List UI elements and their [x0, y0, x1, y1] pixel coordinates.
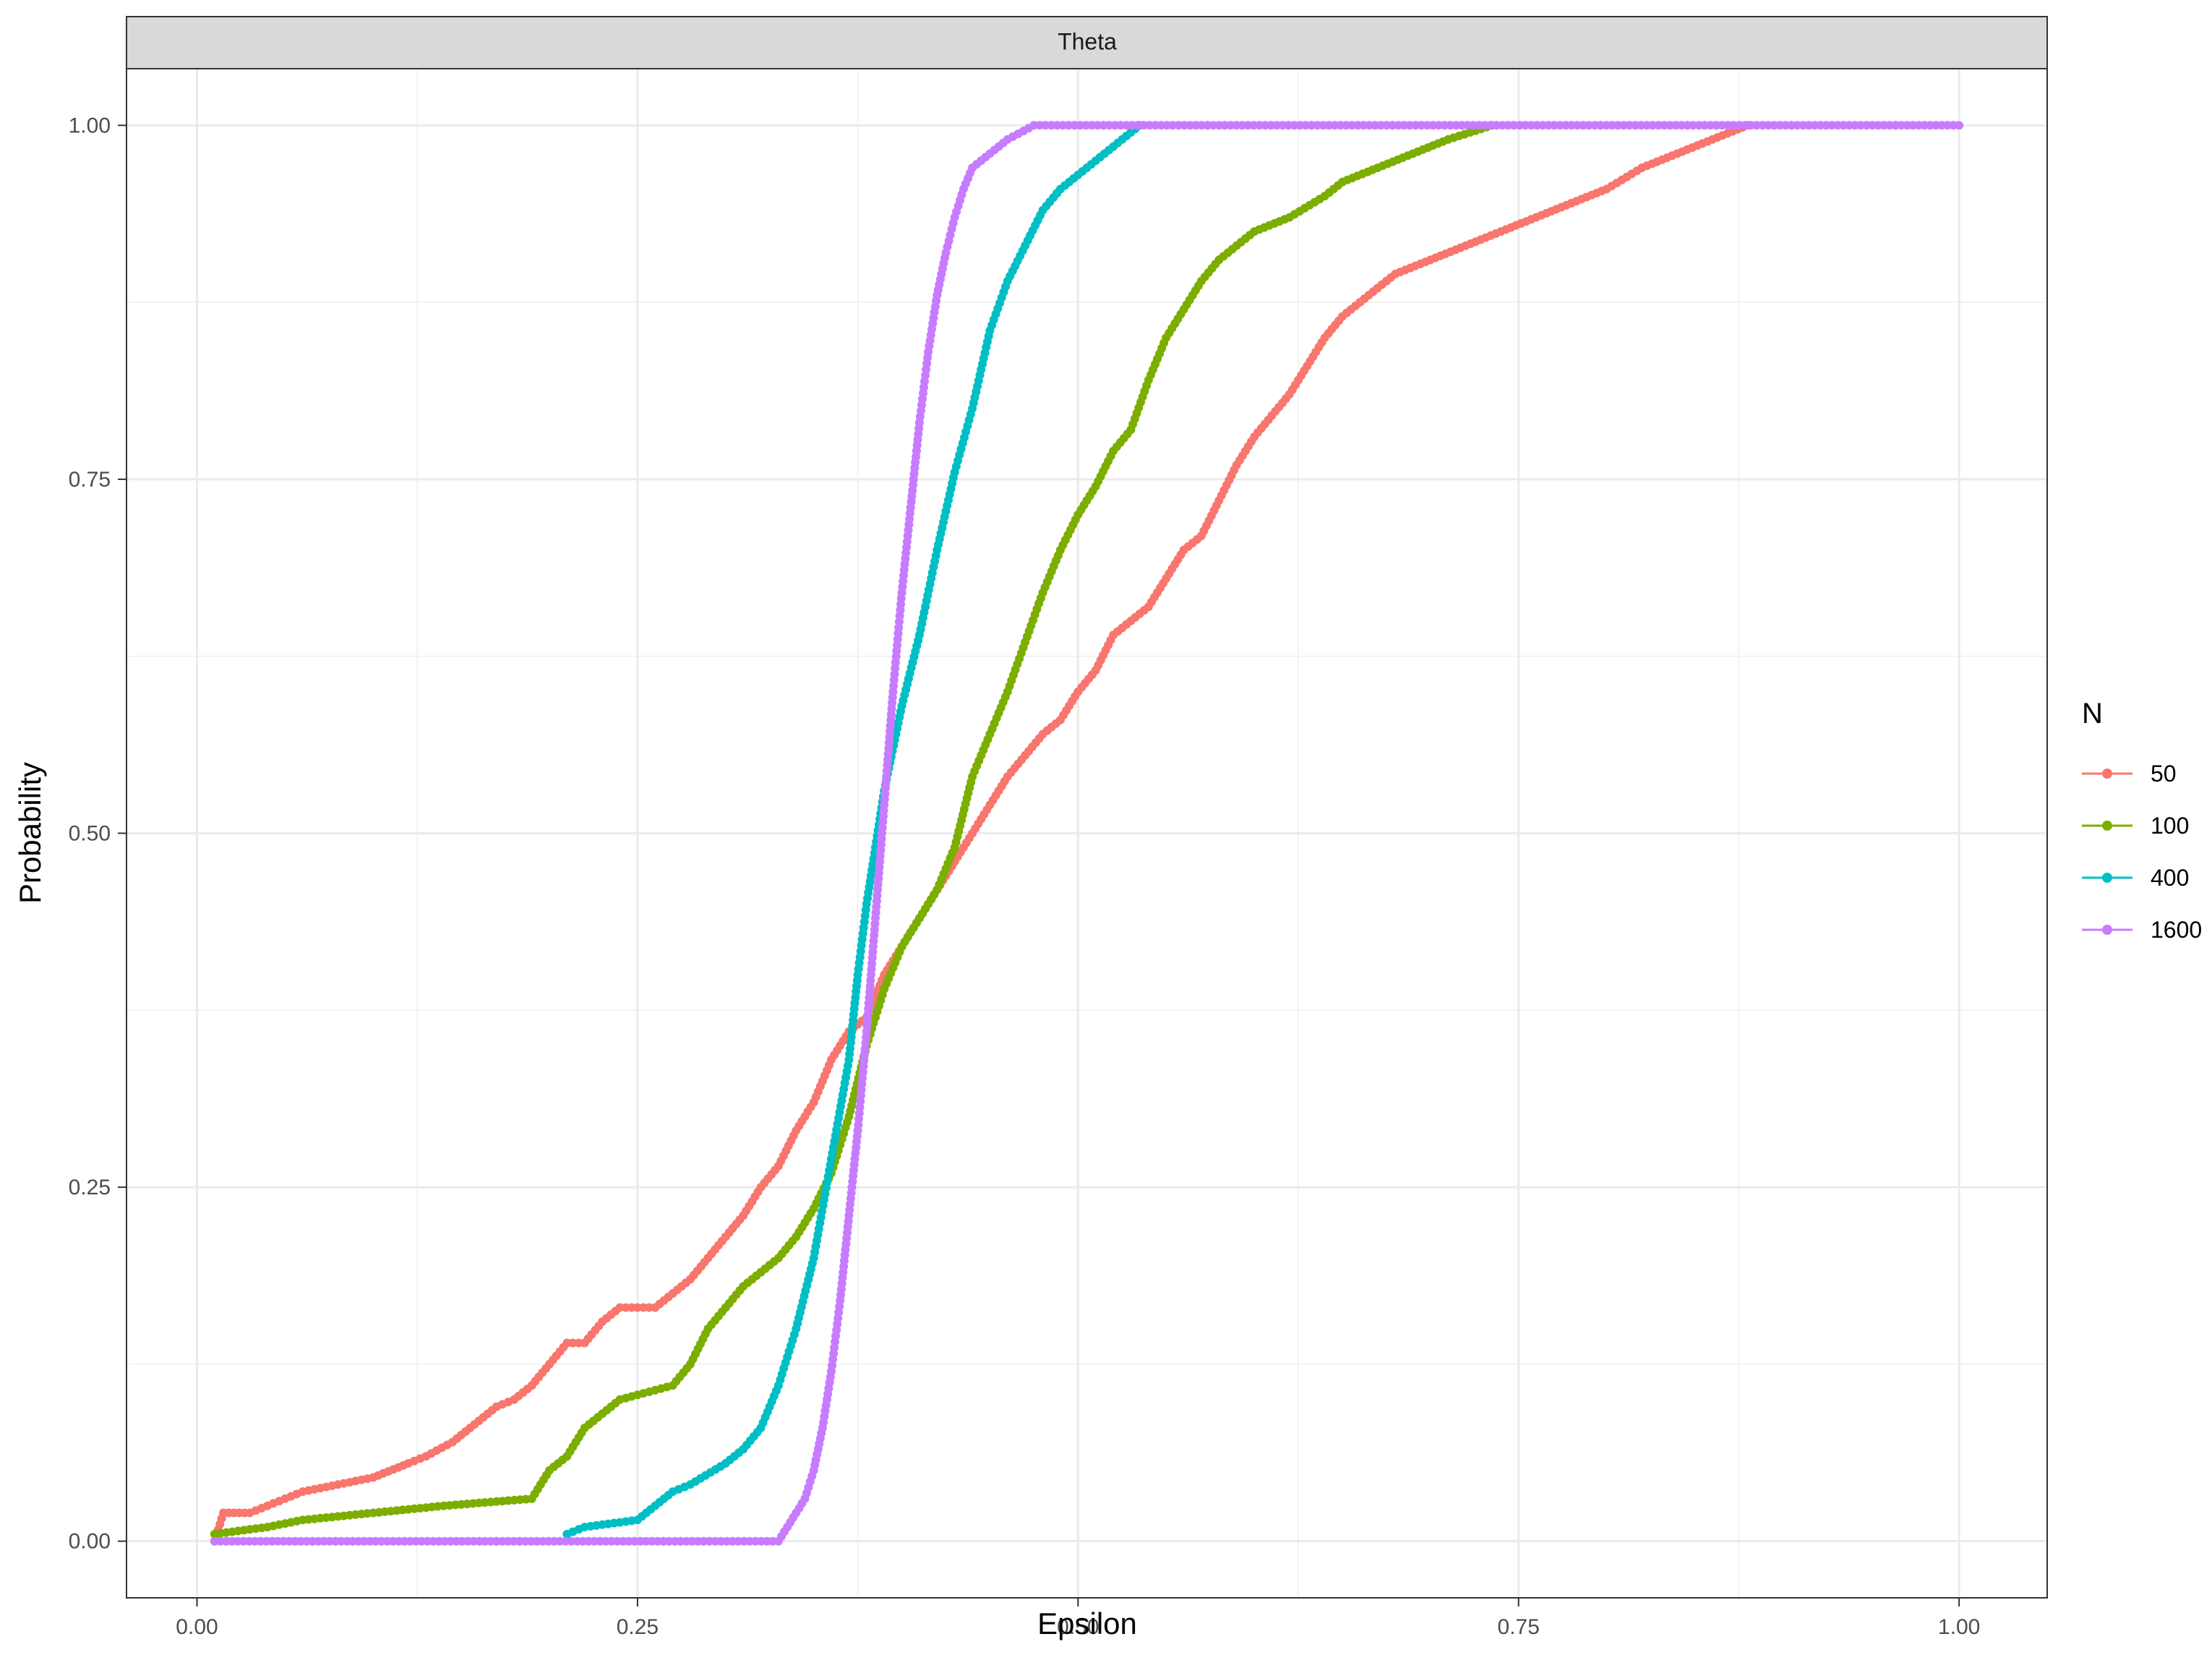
legend-item-50: 50	[2082, 761, 2177, 787]
y-tick-label: 1.00	[69, 114, 111, 137]
legend-key-point	[2102, 821, 2112, 831]
y-tick-label: 0.75	[69, 468, 111, 492]
series-400	[562, 121, 1144, 1539]
x-tick-label: 0.00	[176, 1615, 218, 1639]
facet-label: Theta	[1058, 28, 1117, 54]
legend-label: 400	[2151, 865, 2189, 891]
x-tick-label: 0.50	[1057, 1615, 1099, 1639]
data-point	[615, 1303, 625, 1312]
data-point	[568, 1338, 578, 1348]
legend-label: 1600	[2151, 917, 2202, 943]
legend-key-point	[2102, 925, 2112, 935]
legend-item-100: 100	[2082, 813, 2189, 839]
x-tick-label: 0.75	[1498, 1615, 1540, 1639]
facet-strip: Theta	[126, 16, 2048, 69]
legend-key-point	[2102, 873, 2112, 883]
y-tick-label: 0.00	[69, 1530, 111, 1554]
data-point	[1955, 121, 1964, 130]
series-100	[210, 121, 1497, 1539]
data-point	[639, 1303, 648, 1312]
x-axis-label: Epsilon	[1037, 1606, 1137, 1640]
series-layer	[210, 121, 1964, 1546]
x-tick-label: 1.00	[1938, 1615, 1980, 1639]
axes: 0.00 0.25 0.50 0.75 1.00 0.00 0.25 0.50 0.75 1.00	[69, 114, 1981, 1639]
legend-key-point	[2102, 769, 2112, 779]
x-tick-label: 0.25	[617, 1615, 659, 1639]
legend-label: 50	[2151, 761, 2177, 787]
y-tick-label: 0.50	[69, 822, 111, 846]
series-1600	[210, 121, 1964, 1546]
legend: N 50 100 400 1600	[2082, 698, 2202, 943]
legend-title: N	[2082, 698, 2103, 730]
legend-label: 100	[2151, 813, 2189, 839]
legend-item-1600: 1600	[2082, 917, 2202, 943]
legend-item-400: 400	[2082, 865, 2189, 891]
y-axis-label: Probability	[13, 762, 47, 904]
y-tick-label: 0.25	[69, 1176, 111, 1199]
grid	[127, 69, 2047, 1598]
